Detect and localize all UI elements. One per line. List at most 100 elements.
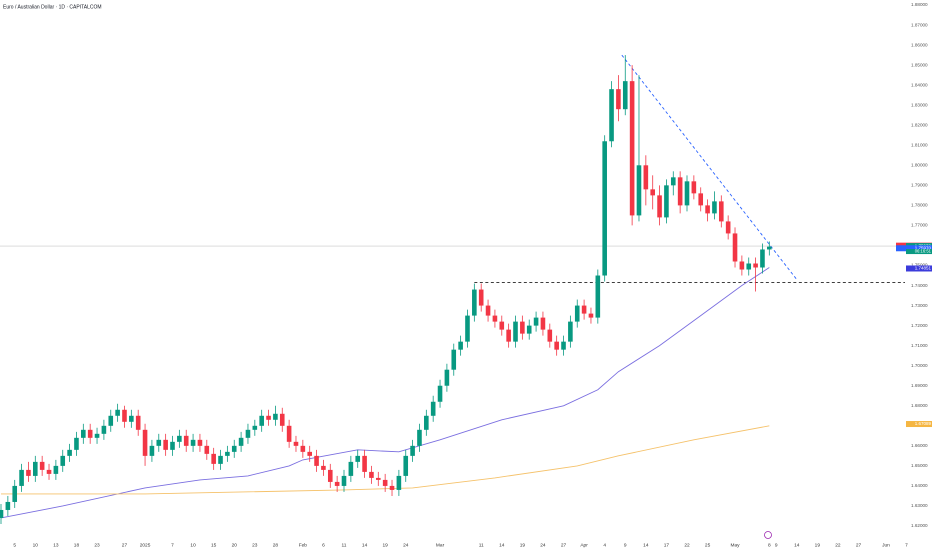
candle-body	[314, 455, 319, 466]
x-tick-label: 28	[273, 542, 279, 548]
candle-body	[478, 289, 484, 306]
candle-body	[369, 471, 374, 478]
x-tick-label: 14	[499, 542, 505, 548]
candle-body	[33, 461, 38, 476]
y-tick-label: 1.77000	[911, 223, 928, 228]
candle-body	[643, 165, 649, 190]
candle-body	[382, 479, 388, 486]
x-tick-label: 8	[768, 542, 771, 548]
candle-body	[279, 413, 285, 426]
y-tick-label: 1.83000	[911, 102, 928, 107]
x-tick-label: 9	[775, 542, 778, 548]
candle-body	[334, 481, 340, 486]
candle-body	[177, 435, 182, 442]
candle-body	[472, 289, 477, 316]
chart-title: Euro / Australian Dollar · 1D · CAPITALC…	[3, 4, 102, 10]
candle-body	[540, 317, 546, 330]
candle-body	[451, 349, 457, 370]
y-tick-label: 1.87000	[911, 22, 928, 27]
x-tick-label: 24	[540, 542, 546, 548]
y-tick-label: 1.72000	[911, 323, 928, 328]
candle-body	[595, 275, 601, 318]
x-tick-label: 5	[13, 542, 16, 548]
y-tick-label: 1.74000	[911, 283, 928, 288]
y-tick-label: 1.62000	[911, 523, 928, 528]
y-tick-label: 1.85000	[911, 62, 928, 67]
y-tick-label: 1.75000	[911, 263, 928, 268]
candle-body	[197, 439, 203, 446]
candle-body	[588, 313, 594, 318]
candle-body	[417, 429, 422, 446]
candle-body	[273, 413, 278, 420]
candle-body	[430, 401, 436, 416]
candle-body	[238, 437, 244, 446]
y-tick-label: 1.70000	[911, 363, 928, 368]
candle-body	[561, 341, 566, 350]
candle-body	[670, 177, 676, 186]
y-tick-label: 1.69000	[911, 383, 928, 388]
x-tick-label: 14	[643, 542, 649, 548]
candle-body	[746, 263, 752, 270]
candle-body	[389, 485, 395, 490]
candle-body	[376, 477, 381, 480]
x-tick-label: 15	[211, 542, 217, 548]
x-tick-label: 14	[362, 542, 368, 548]
candle-body	[266, 415, 271, 420]
candle-body	[574, 305, 580, 322]
candle-body	[26, 469, 31, 476]
candle-body	[465, 315, 470, 342]
candle-body	[396, 475, 402, 490]
candle-body	[533, 317, 539, 326]
candle-body	[609, 89, 614, 142]
y-tick-label: 1.82000	[911, 122, 928, 127]
candle-body	[259, 415, 264, 426]
candle-body	[204, 445, 210, 454]
candle-body	[122, 409, 127, 422]
candle-body	[211, 453, 216, 464]
event-marker[interactable]	[764, 531, 772, 539]
x-tick-label: 22	[684, 542, 690, 548]
candle-body	[142, 429, 148, 456]
y-tick-label: 1.73000	[911, 303, 928, 308]
x-tick-label: May	[730, 542, 740, 548]
candle-body	[485, 305, 491, 316]
y-tick-label: 1.86000	[911, 42, 928, 47]
candle-body	[767, 246, 772, 250]
y-tick-label: 1.80000	[911, 163, 928, 168]
candle-body	[677, 177, 683, 206]
candle-body	[739, 261, 745, 270]
candle-body	[568, 321, 573, 342]
candle-body	[81, 429, 86, 438]
x-tick-label: 4	[603, 542, 606, 548]
candle-body	[513, 321, 518, 342]
price-label-box	[906, 421, 932, 428]
x-tick-label: 10	[33, 542, 39, 548]
candle-body	[101, 425, 107, 434]
candle-body	[684, 181, 690, 206]
y-tick-label: 1.71000	[911, 343, 928, 348]
candle-body	[135, 415, 141, 430]
candle-body	[286, 425, 292, 442]
candle-body	[499, 321, 505, 330]
y-tick-label: 1.66000	[911, 443, 928, 448]
candle-body	[60, 455, 66, 466]
candle-body	[616, 89, 621, 110]
x-tick-label: 11	[342, 542, 347, 548]
candle-body	[458, 341, 463, 350]
candle-body	[712, 201, 717, 214]
candle-body	[526, 325, 532, 334]
candle-body	[190, 439, 196, 446]
countdown: 06:16:51	[915, 249, 932, 254]
candle-body	[19, 469, 24, 486]
candle-body	[506, 329, 511, 342]
y-tick-label: 1.88000	[911, 2, 928, 7]
candle-body	[321, 465, 326, 470]
price-label-tag	[896, 245, 906, 252]
x-tick-label: 11	[479, 542, 484, 548]
candle-body	[300, 445, 306, 452]
trend-line	[621, 54, 798, 280]
candle-body	[94, 433, 100, 438]
candle-body	[327, 469, 333, 482]
x-tick-label: 27	[122, 542, 128, 548]
